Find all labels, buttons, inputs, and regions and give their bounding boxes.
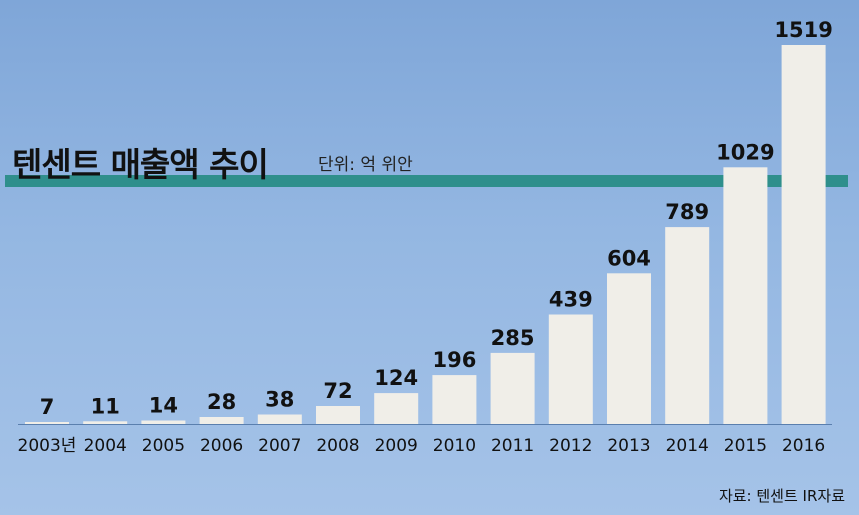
category-label-2013: 2013: [607, 436, 650, 456]
bar-2003년: [25, 422, 69, 424]
title-band: [5, 175, 848, 187]
chart-title: 텐센트 매출액 추이: [12, 145, 269, 184]
bar-2012: [548, 314, 593, 424]
category-label-2007: 2007: [258, 436, 301, 456]
bar-2006: [199, 417, 244, 424]
category-label-2015: 2015: [724, 436, 767, 456]
value-label-2015: 1029: [716, 140, 774, 164]
value-label-2008: 72: [323, 379, 352, 403]
bar-2007: [257, 414, 302, 424]
category-label-2012: 2012: [549, 436, 592, 456]
value-label-2014: 789: [665, 200, 709, 224]
value-label-2011: 285: [491, 326, 535, 350]
value-label-2012: 439: [549, 288, 593, 312]
category-label-2009: 2009: [375, 436, 418, 456]
bar-2005: [141, 420, 186, 424]
bar-2011: [490, 352, 535, 424]
value-label-2009: 124: [374, 366, 418, 390]
bar-2013: [607, 273, 651, 424]
category-label-2006: 2006: [200, 436, 243, 456]
category-label-2004: 2004: [84, 436, 127, 456]
bar-2016: [781, 45, 826, 424]
source-note: 자료: 텐센트 IR자료: [718, 487, 845, 505]
category-label-2014: 2014: [666, 436, 709, 456]
value-label-2006: 28: [207, 390, 236, 414]
value-label-2005: 14: [149, 394, 178, 418]
value-label-2004: 11: [91, 394, 120, 418]
category-label-2010: 2010: [433, 436, 476, 456]
value-label-2007: 38: [265, 388, 294, 412]
category-label-2008: 2008: [316, 436, 359, 456]
bars-group: 7 2003년 11 2004 14 2005 28 2006 38 2007 72 2008 124 2…: [18, 18, 833, 456]
value-label-2003년: 7: [40, 395, 55, 419]
bar-2015: [723, 167, 768, 425]
category-label-2016: 2016: [782, 436, 825, 456]
category-label-2005: 2005: [142, 436, 185, 456]
unit-label: 단위: 억 위안: [318, 155, 413, 175]
bar-2004: [83, 421, 128, 424]
bar-2008: [316, 406, 360, 424]
value-label-2016: 1519: [774, 18, 832, 42]
bar-2010: [432, 375, 477, 424]
bar-2014: [665, 227, 710, 424]
value-label-2010: 196: [432, 348, 476, 372]
value-label-2013: 604: [607, 246, 651, 270]
category-label-2011: 2011: [491, 436, 534, 456]
bar-2009: [374, 393, 419, 424]
category-label-2003년: 2003년: [18, 436, 77, 456]
